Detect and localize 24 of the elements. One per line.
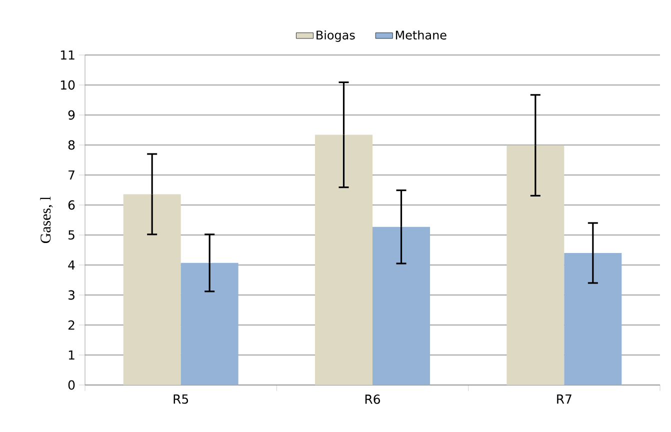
y-tick-label: 7 — [68, 170, 74, 180]
y-tick-label: 9 — [68, 110, 75, 120]
x-tick-label: R7 — [557, 394, 572, 404]
bar — [564, 253, 622, 385]
y-tick-label: 6 — [68, 200, 75, 210]
bar — [180, 262, 238, 385]
y-tick-label: 5 — [68, 230, 74, 240]
y-tick-label: 11 — [61, 50, 74, 60]
bar — [506, 145, 564, 385]
y-tick-label: 0 — [68, 380, 75, 390]
x-tick-label: R5 — [174, 394, 188, 404]
y-tick-label: 4 — [68, 260, 75, 270]
legend-label: Methane — [396, 30, 446, 40]
y-tick-label: 8 — [68, 140, 75, 150]
y-tick-label: 3 — [68, 290, 74, 300]
y-axis-title: Gases, l — [40, 196, 53, 244]
x-tick-label: R6 — [365, 394, 380, 404]
y-tick-label: 10 — [61, 80, 75, 90]
y-tick-label: 1 — [68, 350, 74, 360]
y-tick-label: 2 — [68, 320, 74, 330]
bar — [123, 194, 181, 385]
legend-label: Biogas — [316, 30, 355, 42]
bar — [315, 134, 373, 385]
bar — [372, 226, 430, 385]
